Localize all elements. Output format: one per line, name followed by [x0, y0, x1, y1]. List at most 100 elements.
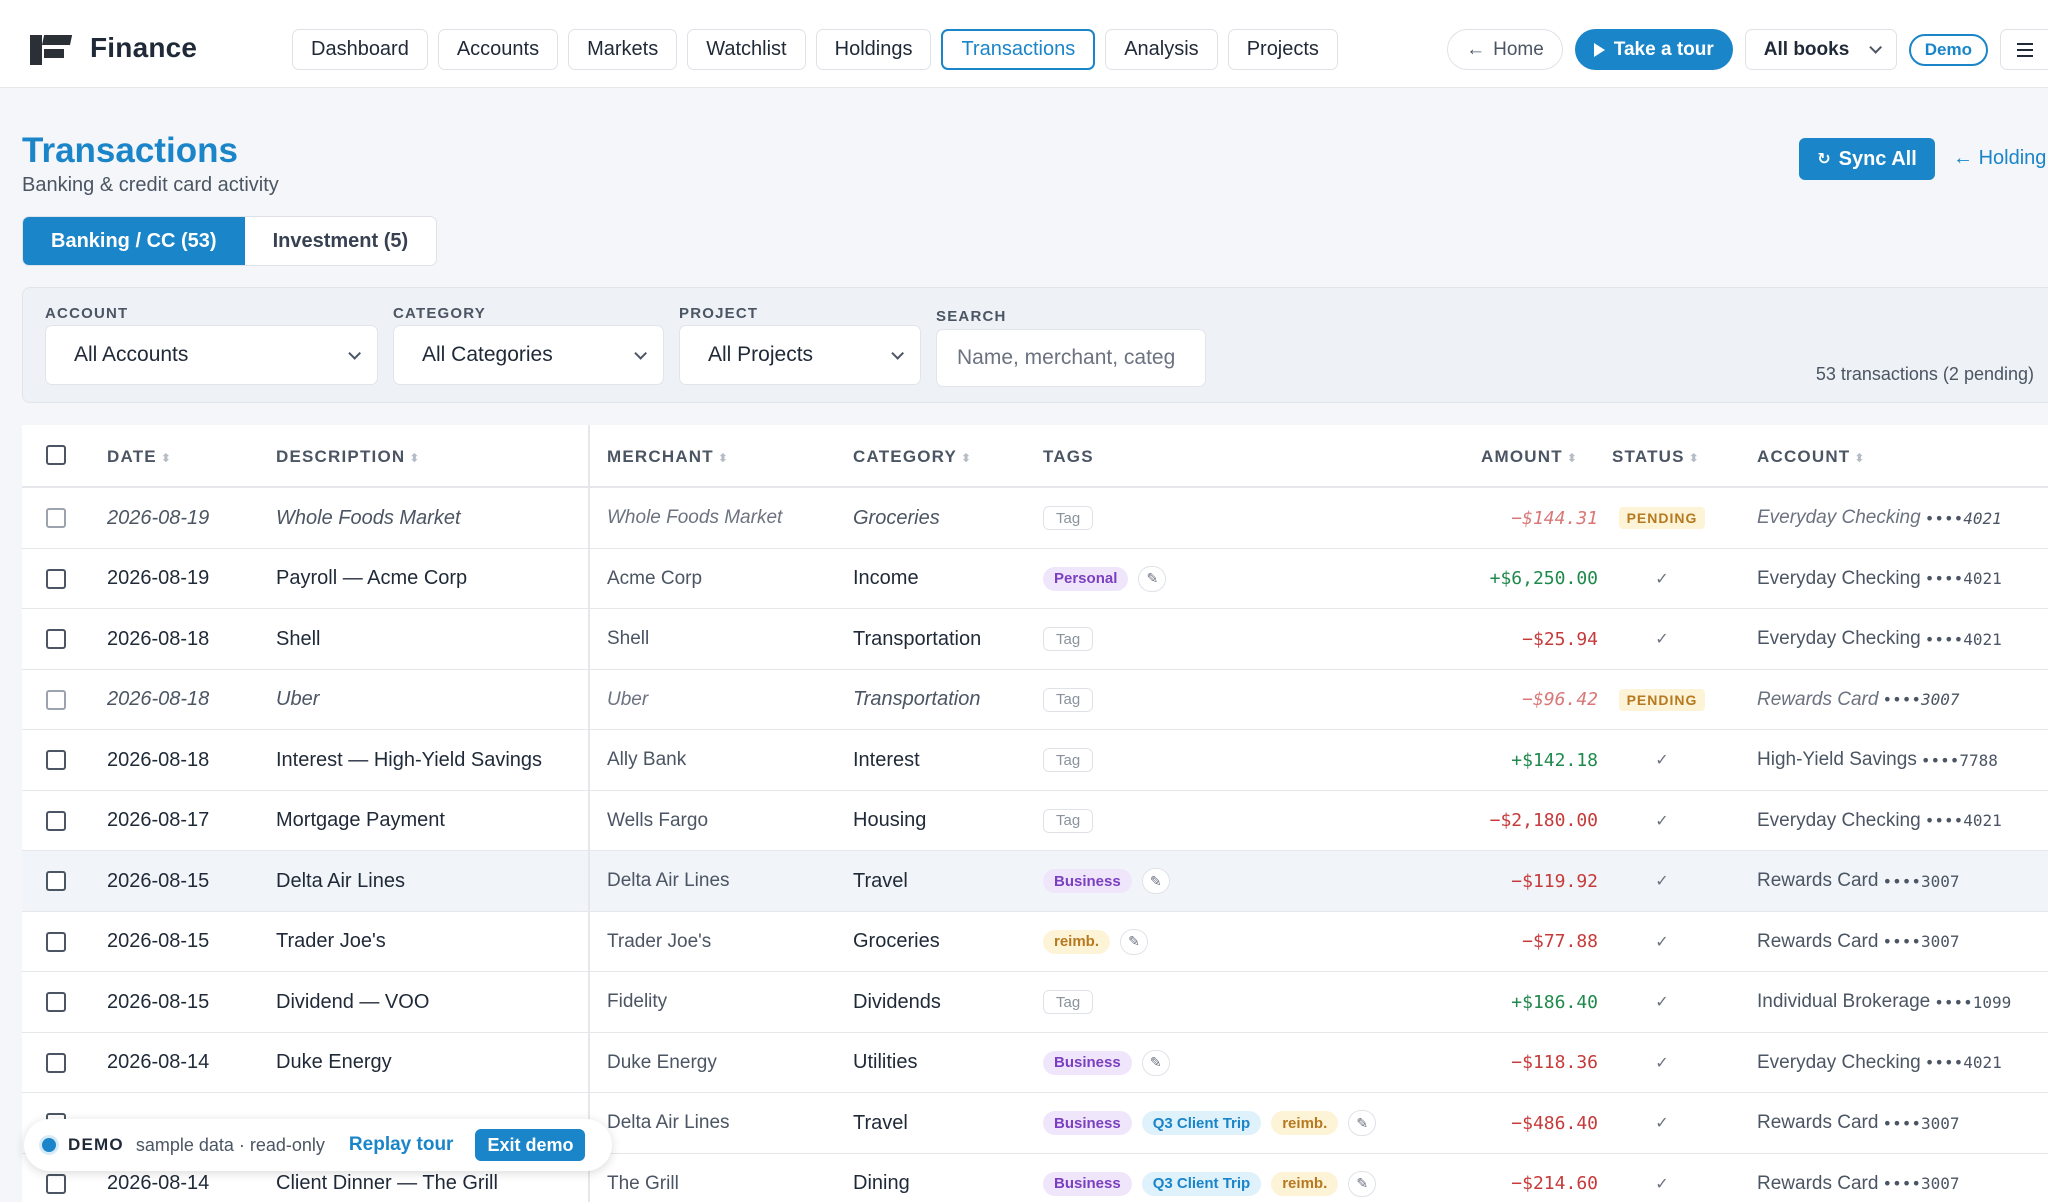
edit-tags-pencil-icon[interactable]: ✎	[1142, 1050, 1170, 1076]
tab-investment[interactable]: Investment (5)	[245, 217, 437, 265]
tag-chip[interactable]: Q3 Client Trip	[1142, 1172, 1262, 1196]
brand[interactable]: Finance	[30, 30, 197, 66]
row-checkbox[interactable]	[46, 750, 66, 770]
table-row[interactable]: 2026-08-15 Trader Joe's Trader Joe's Grocer…	[22, 912, 2048, 973]
category-cell[interactable]: Interest	[853, 730, 920, 790]
status-column-header[interactable]: STATUS ⬍	[1612, 447, 1700, 467]
merchant-column-header[interactable]: MERCHANT ⬍	[607, 447, 729, 467]
add-tag-button[interactable]: Tag	[1043, 688, 1093, 712]
tag-chip[interactable]: Q3 Client Trip	[1142, 1111, 1262, 1135]
category-filter-select[interactable]: All Categories	[393, 325, 664, 385]
category-cell[interactable]: Travel	[853, 851, 908, 911]
tag-chip[interactable]: Business	[1043, 1111, 1132, 1135]
project-filter-label: PROJECT	[679, 305, 758, 322]
amount-cell: −$77.88	[1402, 912, 1598, 972]
table-row[interactable]: 2026-08-17 Mortgage Payment Wells Fargo Hou…	[22, 791, 2048, 852]
edit-tags-pencil-icon[interactable]: ✎	[1348, 1110, 1376, 1136]
demo-label: DEMO	[68, 1135, 124, 1155]
table-row[interactable]: 2026-08-18 Uber Uber Transportation Tag −$96.…	[22, 670, 2048, 731]
category-cell[interactable]: Dining	[853, 1154, 910, 1202]
nav-dashboard[interactable]: Dashboard	[292, 29, 428, 70]
category-cell[interactable]: Groceries	[853, 912, 940, 972]
row-checkbox[interactable]	[46, 932, 66, 952]
date-cell: 2026-08-15	[107, 912, 209, 972]
menu-button[interactable]	[2000, 29, 2048, 70]
row-checkbox[interactable]	[46, 811, 66, 831]
tab-banking[interactable]: Banking / CC (53)	[23, 217, 245, 265]
add-tag-button[interactable]: Tag	[1043, 627, 1093, 651]
nav-markets[interactable]: Markets	[568, 29, 677, 70]
nav-transactions[interactable]: Transactions	[941, 29, 1095, 70]
books-select[interactable]: All books	[1745, 29, 1897, 70]
tag-chip[interactable]: reimb.	[1043, 930, 1110, 954]
table-row[interactable]: 2026-08-18 Interest — High-Yield Savings A…	[22, 730, 2048, 791]
edit-tags-pencil-icon[interactable]: ✎	[1142, 868, 1170, 894]
row-checkbox[interactable]	[46, 690, 66, 710]
edit-tags-pencil-icon[interactable]: ✎	[1348, 1171, 1376, 1197]
project-filter-select[interactable]: All Projects	[679, 325, 921, 385]
tag-chip[interactable]: Business	[1043, 869, 1132, 893]
tag-chip[interactable]: Business	[1043, 1172, 1132, 1196]
category-cell[interactable]: Income	[853, 549, 919, 609]
tag-chip[interactable]: reimb.	[1271, 1111, 1338, 1135]
take-tour-button[interactable]: Take a tour	[1575, 29, 1733, 70]
account-filter-select[interactable]: All Accounts	[45, 325, 378, 385]
replay-tour-link[interactable]: Replay tour	[349, 1134, 454, 1156]
holdings-link[interactable]: ← Holding	[1953, 147, 2046, 170]
table-row[interactable]: 2026-08-15 Delta Air Lines Delta Air Lines…	[22, 851, 2048, 912]
date-column-header[interactable]: DATE ⬍	[107, 447, 172, 467]
edit-tags-pencil-icon[interactable]: ✎	[1120, 929, 1148, 955]
category-cell[interactable]: Transportation	[853, 670, 980, 730]
home-button[interactable]: ← Home	[1447, 29, 1563, 70]
add-tag-button[interactable]: Tag	[1043, 990, 1093, 1014]
amount-column-header[interactable]: AMOUNT ⬍	[1481, 447, 1578, 467]
date-cell: 2026-08-15	[107, 972, 209, 1032]
search-input[interactable]	[936, 329, 1206, 387]
row-checkbox[interactable]	[46, 629, 66, 649]
description-column-header[interactable]: DESCRIPTION ⬍	[276, 447, 421, 467]
row-checkbox[interactable]	[46, 992, 66, 1012]
table-row[interactable]: 2026-08-14 Duke Energy Duke Energy Utilitie…	[22, 1033, 2048, 1094]
nav-analysis[interactable]: Analysis	[1105, 29, 1217, 70]
tag-chip[interactable]: reimb.	[1271, 1172, 1338, 1196]
column-divider	[588, 972, 590, 1032]
account-cell: Everyday Checking ••••4021	[1757, 609, 2002, 669]
select-all-checkbox[interactable]	[46, 445, 66, 465]
row-checkbox[interactable]	[46, 871, 66, 891]
table-row[interactable]: 2026-08-19 Payroll — Acme Corp Acme Corp In…	[22, 549, 2048, 610]
table-row[interactable]: 2026-08-18 Shell Shell Transportation Tag −$2…	[22, 609, 2048, 670]
add-tag-button[interactable]: Tag	[1043, 506, 1093, 530]
row-checkbox[interactable]	[46, 508, 66, 528]
row-checkbox[interactable]	[46, 1174, 66, 1194]
category-cell[interactable]: Dividends	[853, 972, 941, 1032]
account-column-header[interactable]: ACCOUNT ⬍	[1757, 447, 1866, 467]
nav-accounts[interactable]: Accounts	[438, 29, 558, 70]
exit-demo-button[interactable]: Exit demo	[475, 1129, 585, 1161]
tag-chip[interactable]: Personal	[1043, 567, 1128, 591]
add-tag-button[interactable]: Tag	[1043, 748, 1093, 772]
category-cell[interactable]: Housing	[853, 791, 926, 851]
sort-icon: ⬍	[961, 451, 972, 465]
row-checkbox[interactable]	[46, 1053, 66, 1073]
table-row[interactable]: 2026-08-15 Dividend — VOO Fidelity Dividend…	[22, 972, 2048, 1033]
tags-cell: Business ✎	[1043, 1033, 1170, 1093]
add-tag-button[interactable]: Tag	[1043, 809, 1093, 833]
category-cell[interactable]: Travel	[853, 1093, 908, 1153]
sync-all-button[interactable]: ↻ Sync All	[1799, 138, 1935, 180]
row-checkbox[interactable]	[46, 569, 66, 589]
account-cell: High-Yield Savings ••••7788	[1757, 730, 1998, 790]
category-cell[interactable]: Groceries	[853, 488, 940, 548]
tag-chip[interactable]: Business	[1043, 1051, 1132, 1075]
nav-projects[interactable]: Projects	[1228, 29, 1338, 70]
nav-holdings[interactable]: Holdings	[816, 29, 932, 70]
category-column-header[interactable]: CATEGORY ⬍	[853, 447, 972, 467]
table-row[interactable]: 2026-08-19 Whole Foods Market Whole Foods …	[22, 488, 2048, 549]
category-cell[interactable]: Utilities	[853, 1033, 917, 1093]
edit-tags-pencil-icon[interactable]: ✎	[1138, 566, 1166, 592]
account-name: Rewards Card	[1757, 1173, 1878, 1195]
row-select-cell	[46, 972, 66, 1032]
column-divider	[588, 670, 590, 730]
demo-badge[interactable]: Demo	[1909, 34, 1988, 66]
nav-watchlist[interactable]: Watchlist	[687, 29, 805, 70]
category-cell[interactable]: Transportation	[853, 609, 981, 669]
